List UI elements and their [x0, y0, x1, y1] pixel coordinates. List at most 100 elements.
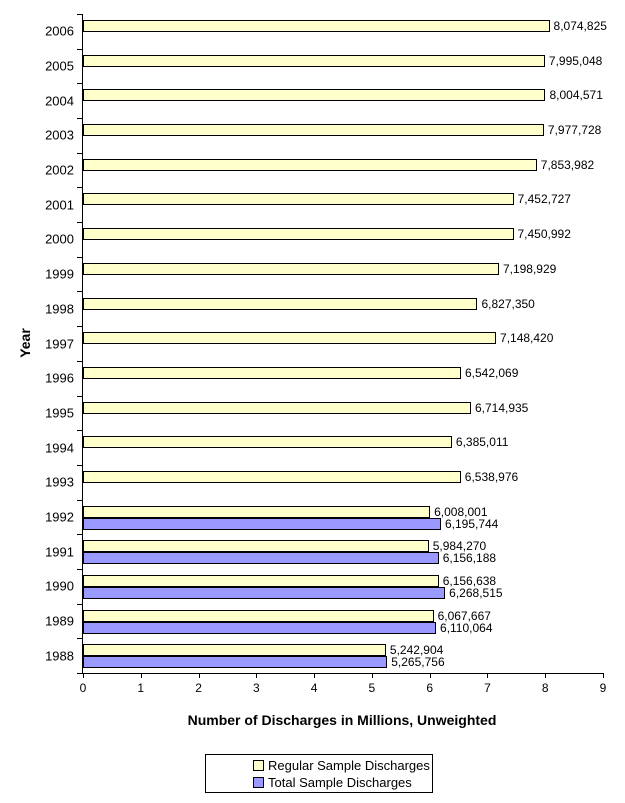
chart-row: 1999 7,198,929 [45, 257, 603, 292]
value-label: 6,538,976 [464, 469, 519, 484]
y-category-label: 1991 [45, 544, 74, 560]
regular-sample-bar [83, 54, 545, 67]
regular-sample-bar [83, 609, 434, 622]
y-axis-tick [77, 14, 83, 15]
value-label: 6,067,667 [437, 608, 491, 623]
regular-sample-bar [83, 505, 431, 518]
x-axis-tick [83, 673, 84, 678]
y-category-label: 1998 [45, 301, 74, 317]
y-category-label: 1988 [45, 648, 74, 664]
x-tick-label: 1 [137, 681, 145, 695]
value-label: 8,004,571 [549, 88, 603, 103]
chart-row: 1993 6,538,976 [45, 465, 603, 500]
chart-row: 2006 8,074,825 [45, 14, 607, 49]
regular-sample-bar [83, 332, 497, 345]
y-axis-tick [77, 638, 83, 640]
value-label: 6,714,935 [474, 400, 529, 415]
y-axis-tick [77, 152, 83, 154]
value-label: 8,074,825 [553, 19, 607, 33]
y-axis-tick [77, 499, 83, 501]
x-tick-label: 0 [79, 681, 87, 695]
chart-row: 1989 6,067,667 6,110,064 [45, 604, 603, 639]
x-axis-tick [429, 673, 431, 678]
y-axis-tick [77, 83, 83, 85]
y-axis-tick [77, 360, 83, 362]
chart-row: 2003 7,977,728 [45, 118, 603, 153]
y-category-label: 2001 [45, 197, 74, 213]
y-axis-tick [77, 256, 83, 258]
y-category-label: 1996 [45, 370, 74, 386]
y-category-label: 2005 [45, 58, 74, 74]
y-category-label: 1990 [45, 578, 74, 594]
x-axis-tick [545, 673, 547, 678]
value-label: 6,385,011 [455, 435, 509, 450]
chart-row: 1991 5,984,270 6,156,188 [45, 534, 603, 569]
x-axis-tick [256, 673, 258, 678]
chart-row: 2000 7,450,992 [45, 222, 603, 257]
total-sample-swatch-icon [253, 776, 264, 788]
total-sample-bar [83, 621, 437, 634]
regular-sample-bar [83, 193, 514, 206]
x-tick-label: 5 [368, 681, 376, 695]
x-tick-label: 2 [195, 681, 202, 695]
x-axis-tick [371, 673, 373, 678]
chart-row: 1992 6,008,001 6,195,744 [45, 500, 603, 535]
y-axis-tick [77, 430, 83, 432]
regular-sample-bar [83, 89, 546, 102]
chart-row: 1994 6,385,011 [45, 430, 603, 465]
regular-sample-bar [83, 297, 478, 310]
value-label: 6,542,069 [464, 365, 519, 380]
y-axis-tick [77, 534, 83, 536]
value-label: 6,268,515 [449, 586, 503, 600]
value-label: 6,827,350 [481, 296, 535, 311]
x-axis-tick [140, 673, 142, 678]
value-label: 6,195,744 [444, 516, 499, 531]
legend-item-regular: Regular Sample Discharges [253, 757, 432, 774]
value-label: 7,450,992 [517, 227, 571, 242]
regular-sample-bar [83, 436, 452, 449]
regular-sample-bar [83, 470, 461, 483]
y-category-label: 2004 [45, 93, 74, 109]
chart-row: 2002 7,853,982 [45, 153, 603, 188]
value-label: 7,148,420 [500, 331, 554, 346]
regular-sample-bar [83, 575, 439, 587]
y-category-label: 2006 [45, 23, 74, 39]
regular-sample-bar [83, 366, 461, 379]
chart-row: 2004 8,004,571 [45, 83, 603, 118]
y-axis-tick [77, 291, 83, 293]
legend-label-total: Total Sample Discharges [268, 774, 412, 790]
y-category-label: 1989 [45, 613, 74, 629]
y-axis-title: Year [17, 328, 33, 358]
value-label: 5,265,756 [391, 655, 445, 670]
regular-sample-bar [83, 158, 537, 171]
y-category-label: 1997 [45, 336, 74, 352]
y-axis-tick [77, 118, 83, 120]
chart-row: 1988 5,242,904 5,265,756 [45, 638, 603, 673]
regular-sample-swatch-icon [253, 759, 264, 771]
regular-sample-bar [83, 20, 550, 32]
value-label: 6,008,001 [434, 504, 488, 519]
y-category-label: 1992 [45, 509, 74, 525]
chart-row: 1997 7,148,420 [45, 326, 603, 361]
y-category-label: 1993 [45, 474, 74, 490]
legend-item-total: Total Sample Discharges [253, 774, 432, 791]
x-axis-tick [603, 673, 604, 678]
x-tick-label: 8 [541, 681, 549, 695]
x-axis-tick [314, 673, 316, 678]
chart-row: 1996 6,542,069 [45, 361, 603, 396]
x-axis-tick [198, 673, 200, 678]
value-label: 6,156,638 [442, 574, 497, 588]
value-label: 7,198,929 [502, 261, 557, 276]
chart-row: 1995 6,714,935 [45, 396, 603, 431]
y-category-label: 1994 [45, 440, 74, 456]
value-label: 6,110,064 [440, 620, 493, 635]
legend: Regular Sample Discharges Total Sample D… [205, 754, 433, 793]
regular-sample-bar [83, 228, 514, 241]
plot-area: 2006 8,074,825 2005 7,995,048 2004 8,004,571 2… [45, 14, 607, 694]
regular-sample-bar [83, 540, 429, 553]
y-category-label: 2002 [45, 162, 74, 178]
x-axis-tick [487, 673, 489, 678]
y-category-label: 2000 [45, 231, 74, 247]
x-tick-label: 7 [484, 681, 491, 695]
y-category-label: 1999 [45, 266, 74, 282]
